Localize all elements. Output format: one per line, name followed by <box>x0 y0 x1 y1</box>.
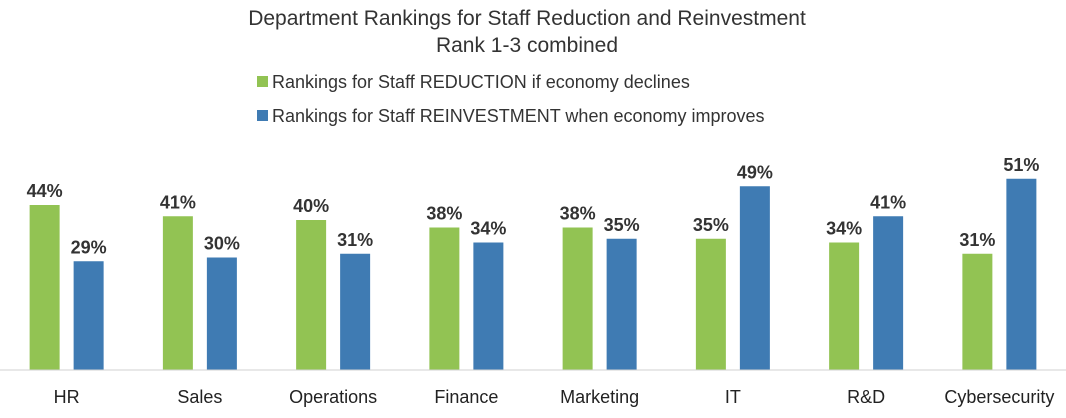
category-label-sales: Sales <box>177 387 222 407</box>
data-label-reinvestment-sales: 30% <box>204 234 240 254</box>
bar-reinvestment-sales <box>206 257 237 370</box>
category-label-cybersecurity: Cybersecurity <box>944 387 1054 407</box>
legend-swatch-reinvestment <box>257 110 268 121</box>
bar-reinvestment-cybersecurity <box>1006 178 1037 370</box>
category-label-randd: R&D <box>847 387 885 407</box>
bar-reduction-operations <box>296 220 327 370</box>
data-label-reinvestment-randd: 41% <box>870 192 906 212</box>
data-label-reduction-cybersecurity: 31% <box>959 230 995 250</box>
data-label-reinvestment-operations: 31% <box>337 230 373 250</box>
bar-reduction-hr <box>29 205 60 370</box>
data-label-reinvestment-marketing: 35% <box>604 215 640 235</box>
plot-area: 44% 29% HR 41% 30% Sales 40% 31% Operations 38% 34… <box>0 155 1066 407</box>
data-label-reinvestment-hr: 29% <box>71 237 107 257</box>
bar-reduction-finance <box>429 227 460 370</box>
bar-reinvestment-finance <box>473 242 504 370</box>
bar-reinvestment-it <box>739 186 770 370</box>
chart-title: Department Rankings for Staff Reduction … <box>248 7 806 30</box>
data-label-reduction-hr: 44% <box>27 181 63 201</box>
bar-reduction-cybersecurity <box>962 253 993 370</box>
category-label-marketing: Marketing <box>560 387 639 407</box>
bar-reinvestment-operations <box>340 253 371 370</box>
bar-reduction-marketing <box>562 227 593 370</box>
bar-reduction-sales <box>162 216 193 370</box>
legend-label-reduction: Rankings for Staff REDUCTION if economy … <box>272 72 690 92</box>
legend: Rankings for Staff REDUCTION if economy … <box>257 72 765 126</box>
data-label-reduction-operations: 40% <box>293 196 329 216</box>
bar-reduction-it <box>695 238 726 370</box>
bar-reinvestment-hr <box>73 261 104 370</box>
data-label-reinvestment-cybersecurity: 51% <box>1003 155 1039 175</box>
bar-reduction-randd <box>829 242 860 370</box>
category-label-hr: HR <box>54 387 80 407</box>
data-label-reduction-randd: 34% <box>826 219 862 239</box>
bar-reinvestment-marketing <box>606 238 637 370</box>
chart-subtitle: Rank 1-3 combined <box>436 34 618 57</box>
category-label-finance: Finance <box>434 387 498 407</box>
data-label-reduction-it: 35% <box>693 215 729 235</box>
data-label-reinvestment-finance: 34% <box>470 219 506 239</box>
legend-swatch-reduction <box>257 76 268 87</box>
category-label-operations: Operations <box>289 387 377 407</box>
legend-label-reinvestment: Rankings for Staff REINVESTMENT when eco… <box>272 106 765 126</box>
data-label-reduction-marketing: 38% <box>560 204 596 224</box>
bar-reinvestment-randd <box>873 216 904 370</box>
data-label-reduction-finance: 38% <box>426 204 462 224</box>
data-label-reduction-sales: 41% <box>160 192 196 212</box>
category-label-it: IT <box>725 387 741 407</box>
data-label-reinvestment-it: 49% <box>737 162 773 182</box>
